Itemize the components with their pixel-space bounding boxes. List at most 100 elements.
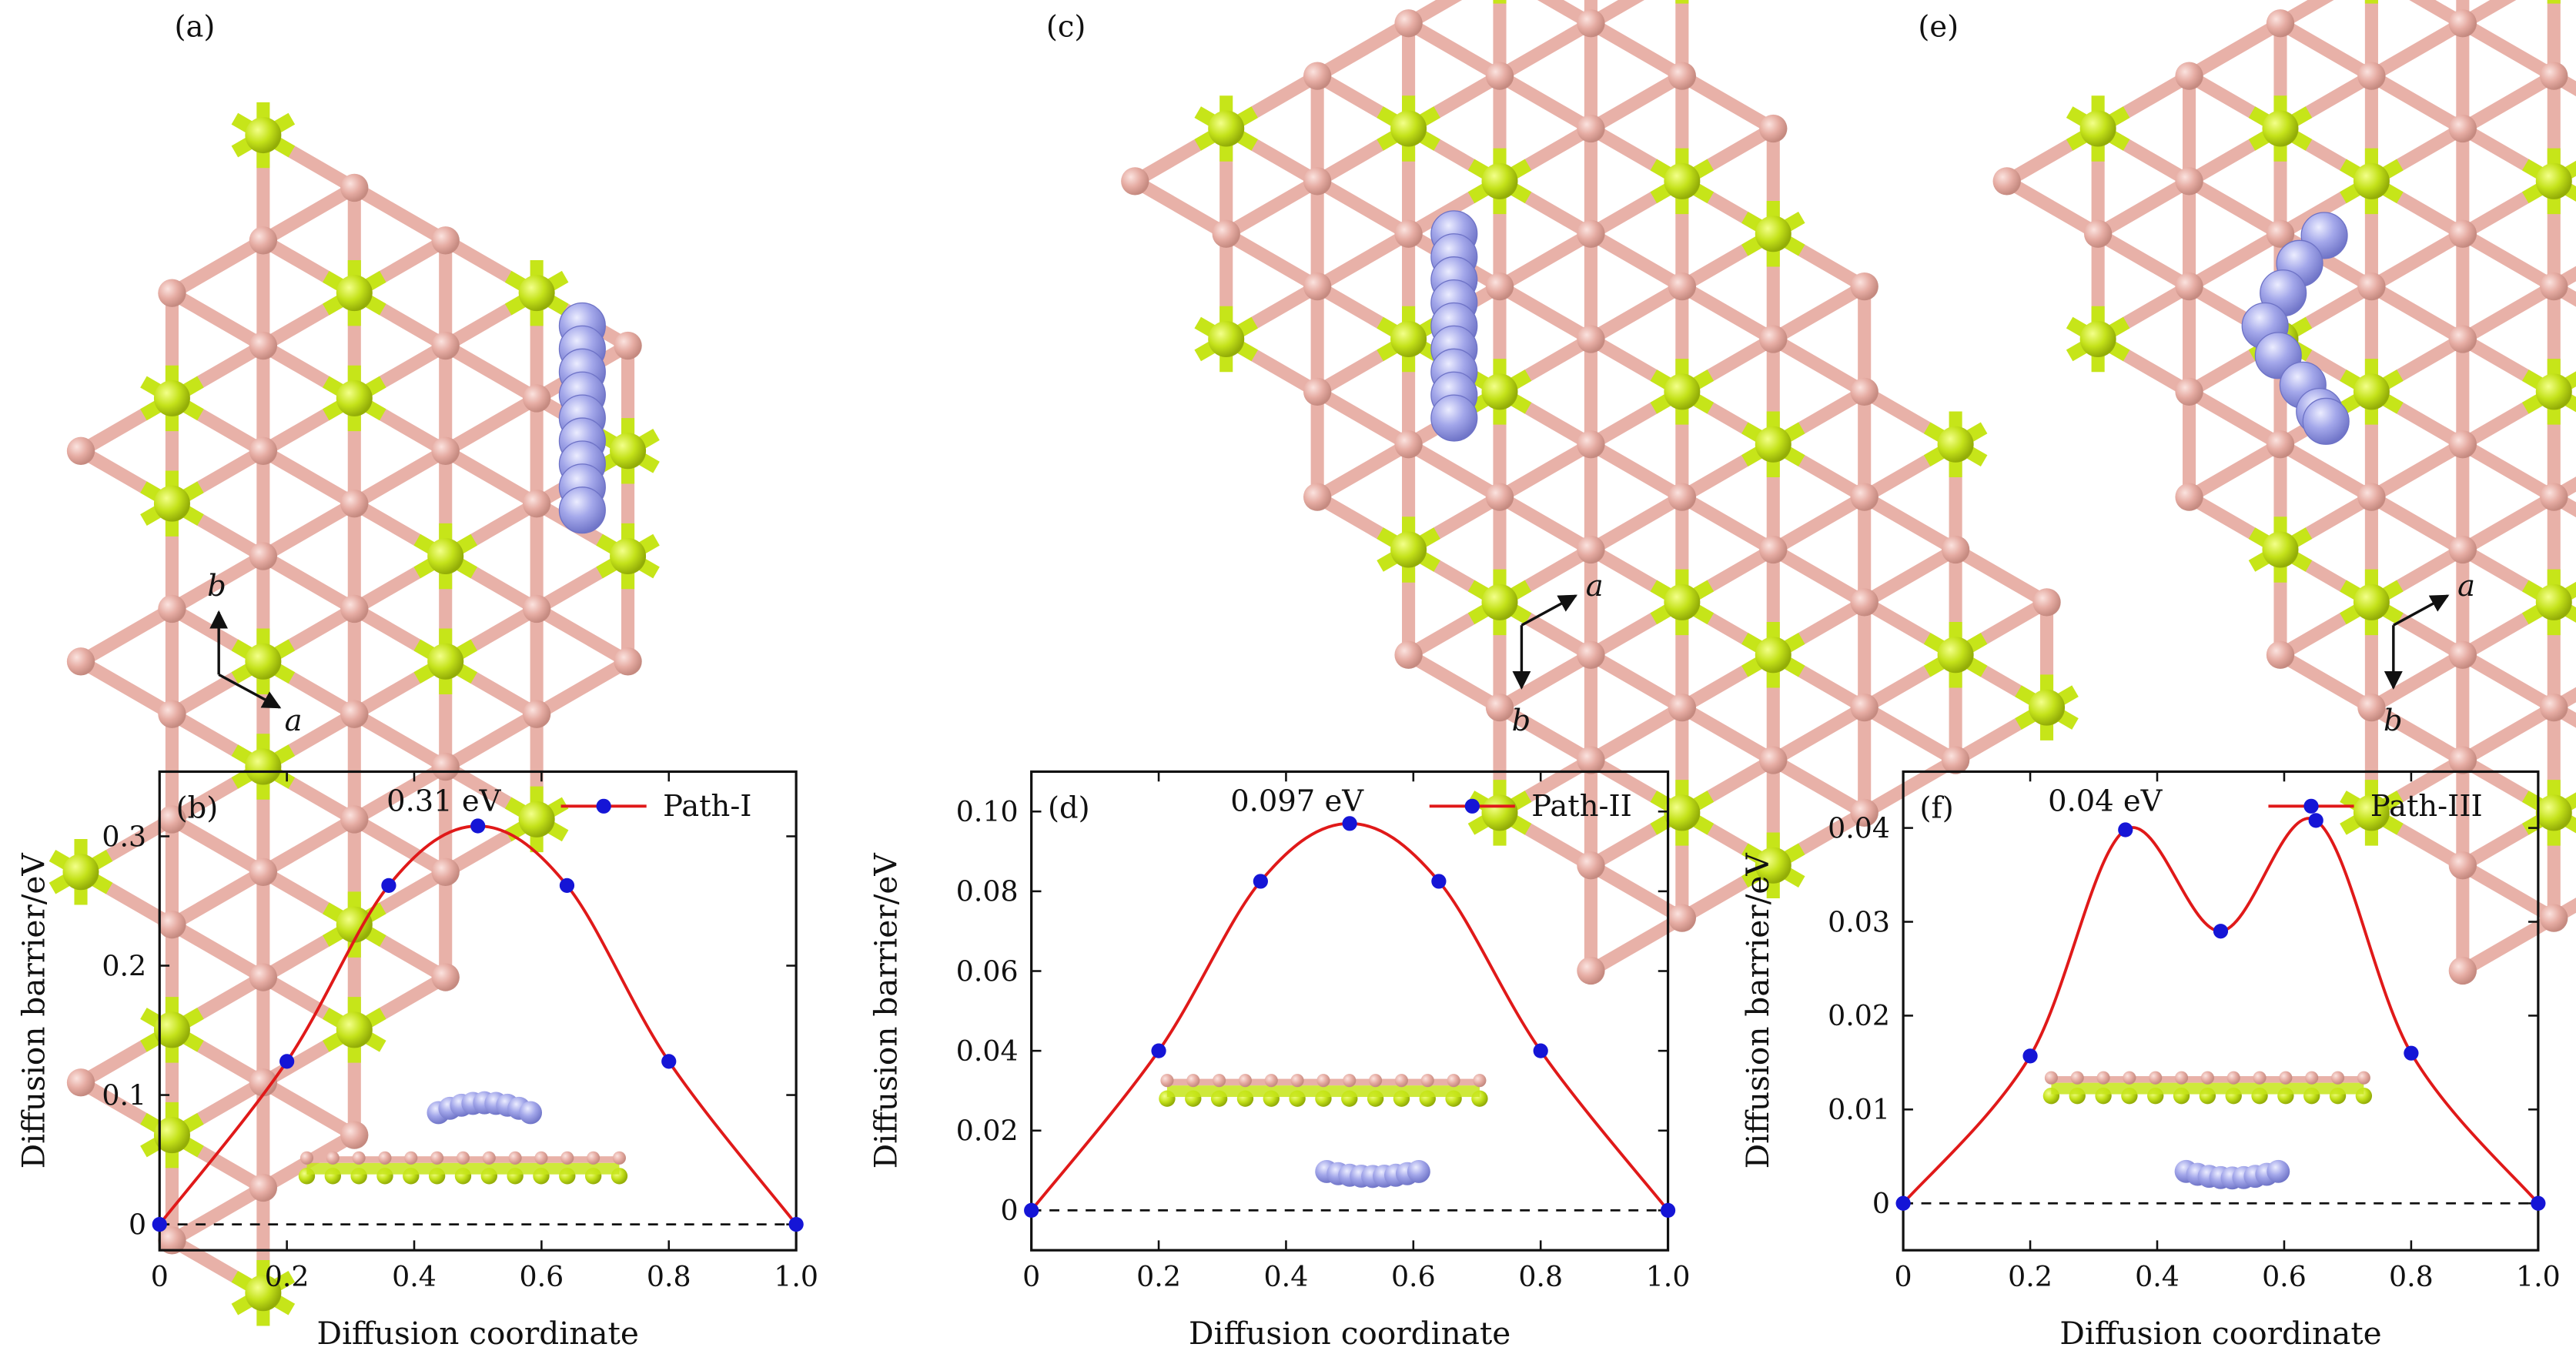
slab-host-atom	[508, 1151, 522, 1165]
bond	[1949, 543, 2054, 609]
panel-label: (f)	[1919, 791, 1953, 825]
host-atom	[1577, 430, 1605, 459]
bond	[1858, 753, 1962, 820]
y-axis-label: Diffusion barrier/eV	[1739, 853, 1776, 1169]
host-atom	[1850, 272, 1878, 301]
bond	[1402, 16, 1507, 83]
dopant-atom	[2353, 794, 2390, 831]
dopant-atom	[2262, 110, 2299, 147]
dopant-atom	[336, 275, 373, 312]
slab-host-atom	[2175, 1071, 2189, 1085]
structure-panel-c	[1121, 0, 2079, 985]
host-atom	[2448, 430, 2477, 459]
host-atom	[340, 173, 369, 202]
x-tick-label: 1.0	[2516, 1260, 2561, 1293]
host-atom	[2175, 483, 2203, 511]
y-tick-label: 0	[129, 1208, 146, 1241]
slab-host-atom	[2357, 1071, 2370, 1085]
data-point	[2308, 813, 2323, 828]
bond	[2364, 69, 2470, 135]
host-atom	[1850, 588, 1878, 617]
legend-label: Path-II	[1531, 789, 1632, 824]
legend-label: Path-I	[663, 789, 751, 824]
bond	[1675, 69, 1780, 135]
bond	[1310, 385, 1416, 451]
bond	[2183, 16, 2287, 83]
data-point	[1431, 874, 1447, 889]
bond	[1219, 227, 1324, 293]
arrow-icon	[2393, 594, 2450, 627]
x-tick-label: 1.0	[774, 1260, 818, 1293]
host-atom	[1941, 535, 1970, 564]
host-atom	[2540, 904, 2568, 932]
host-atom	[249, 1068, 278, 1097]
bond	[1858, 700, 1962, 767]
bond	[2456, 279, 2561, 346]
host-atom	[2357, 483, 2386, 511]
host-atom	[1850, 377, 1878, 406]
bond	[2456, 69, 2561, 135]
host-atom	[249, 436, 278, 465]
bond	[165, 549, 270, 616]
dopant-atom	[2262, 531, 2299, 568]
bond	[2273, 648, 2378, 714]
y-tick-label: 0.02	[1828, 999, 1890, 1032]
host-atom	[340, 805, 369, 834]
host-atom	[158, 594, 186, 623]
host-atom	[1759, 114, 1788, 143]
bond	[1584, 279, 1689, 346]
bond	[1493, 437, 1597, 504]
dopant-atom	[1481, 162, 1518, 199]
x-tick-label: 0	[1022, 1260, 1040, 1293]
host-atom	[2448, 851, 2477, 880]
x-tick-label: 0	[1895, 1260, 1912, 1293]
bond	[2183, 227, 2287, 293]
dopant-atom	[245, 643, 282, 680]
bond	[347, 812, 453, 879]
axis-letter-a: a	[1586, 569, 1604, 603]
dopant-atom	[1390, 321, 1427, 358]
plot-frame	[1902, 770, 2540, 1252]
y-tick-label: 0.04	[956, 1035, 1019, 1068]
dopant-atom	[153, 1011, 190, 1048]
dopant-atom	[336, 906, 373, 943]
host-atom	[1485, 272, 1514, 301]
bond	[2456, 700, 2561, 767]
slab-host-atom	[1394, 1074, 1408, 1088]
dopant-atom	[153, 1117, 190, 1154]
dopant-atom	[1208, 110, 1245, 147]
bond	[74, 654, 179, 721]
host-atom	[66, 1068, 95, 1097]
y-tick-label: 0.1	[102, 1078, 146, 1112]
data-point	[2404, 1045, 2419, 1061]
y-tick-label: 0.10	[956, 795, 1019, 828]
dopant-atom	[1481, 583, 1518, 620]
dopant-atom	[2079, 321, 2116, 358]
data-point	[559, 878, 575, 893]
host-atom	[614, 647, 642, 676]
peak-annotation: 0.04 eV	[2048, 784, 2163, 819]
plot-frame	[1030, 770, 1670, 1252]
host-atom	[1485, 62, 1514, 90]
data-point	[2118, 822, 2133, 837]
host-atom	[2175, 377, 2203, 406]
host-atom	[1668, 904, 1697, 932]
host-atom	[249, 226, 278, 255]
host-atom	[522, 700, 551, 728]
bond	[165, 865, 270, 931]
bond	[256, 181, 361, 247]
slab-layer	[306, 1162, 620, 1175]
host-atom	[1577, 956, 1605, 985]
dopant-atom	[1664, 794, 1701, 831]
host-atom	[1577, 114, 1605, 143]
slab-host-atom	[2330, 1071, 2345, 1085]
dopant-atom	[1481, 373, 1518, 410]
dopant-atom	[1755, 426, 1791, 463]
data-point	[152, 1216, 167, 1232]
bond	[1584, 700, 1689, 767]
slab-host-atom	[1369, 1074, 1383, 1088]
axis-letter-a: a	[285, 704, 303, 738]
dopant-atom	[2079, 110, 2116, 147]
slab-host-atom	[456, 1151, 470, 1165]
